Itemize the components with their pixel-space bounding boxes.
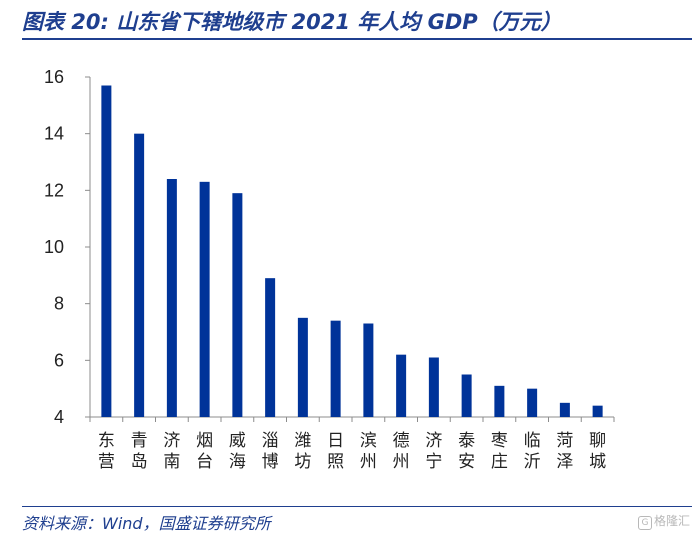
x-tick-label: 庄 [491,452,508,472]
chart-bars [101,85,603,417]
bar [559,402,570,417]
y-tick-label: 14 [44,124,64,144]
bar [134,133,145,417]
x-tick-label: 威 [229,431,246,451]
x-tick-label: 淄 [262,431,279,451]
x-tick-label: 台 [196,452,213,472]
y-tick-label: 16 [44,67,64,87]
chart-title: 图表 20: 山东省下辖地级市 2021 年人均 GDP（万元） [22,10,562,34]
bar [199,181,210,417]
watermark: G 格隆汇 [637,512,690,530]
x-tick-label: 日 [327,431,344,451]
watermark-text: 格隆汇 [653,514,690,528]
x-tick-label: 聊 [589,431,606,451]
y-tick-label: 8 [54,294,64,314]
x-tick-label: 德 [393,431,410,451]
x-tick-label: 青 [131,431,148,451]
x-tick-label: 菏 [556,431,573,451]
bar [592,405,603,417]
bar [330,320,341,417]
x-tick-label: 营 [98,452,115,472]
y-tick-label: 12 [44,180,64,200]
x-tick-label: 泰 [458,431,475,451]
bar [428,357,439,417]
bar [166,179,177,417]
title-divider [22,38,692,40]
bar [527,388,538,417]
y-tick-label: 10 [44,237,64,257]
x-tick-label: 南 [163,452,180,472]
x-tick-label: 州 [360,452,377,472]
x-tick-label: 枣 [491,431,508,451]
x-tick-label: 泽 [556,452,573,472]
x-tick-label: 潍 [294,431,311,451]
x-tick-label: 州 [393,452,410,472]
bar [461,374,472,417]
y-tick-label: 4 [54,407,64,427]
x-tick-label: 坊 [294,452,311,472]
x-tick-label: 海 [229,452,246,472]
chart-labels: 46810121416东营青岛济南烟台威海淄博潍坊日照滨州德州济宁泰安枣庄临沂菏… [44,67,606,472]
x-tick-label: 烟 [196,431,213,451]
x-tick-label: 博 [262,452,279,472]
source-note: 资料来源：Wind，国盛证券研究所 [22,514,271,533]
x-tick-label: 滨 [360,431,377,451]
bar [363,323,374,417]
bar [232,193,243,417]
x-tick-label: 沂 [524,452,541,472]
x-tick-label: 岛 [131,452,148,472]
footer-divider [22,506,692,507]
x-tick-label: 济 [163,431,180,451]
x-tick-label: 东 [98,431,115,451]
x-tick-label: 临 [524,431,541,451]
x-tick-label: 宁 [425,452,442,472]
x-tick-label: 济 [425,431,442,451]
watermark-logo-icon: G [637,516,652,530]
x-tick-label: 城 [589,452,606,472]
bar [265,278,276,417]
chart-axes [85,76,615,422]
x-tick-label: 安 [458,452,475,472]
y-tick-label: 6 [54,350,64,370]
x-tick-label: 照 [327,452,344,472]
bar [297,317,308,417]
bar [101,85,112,417]
bar [396,354,407,417]
bar [494,385,505,417]
